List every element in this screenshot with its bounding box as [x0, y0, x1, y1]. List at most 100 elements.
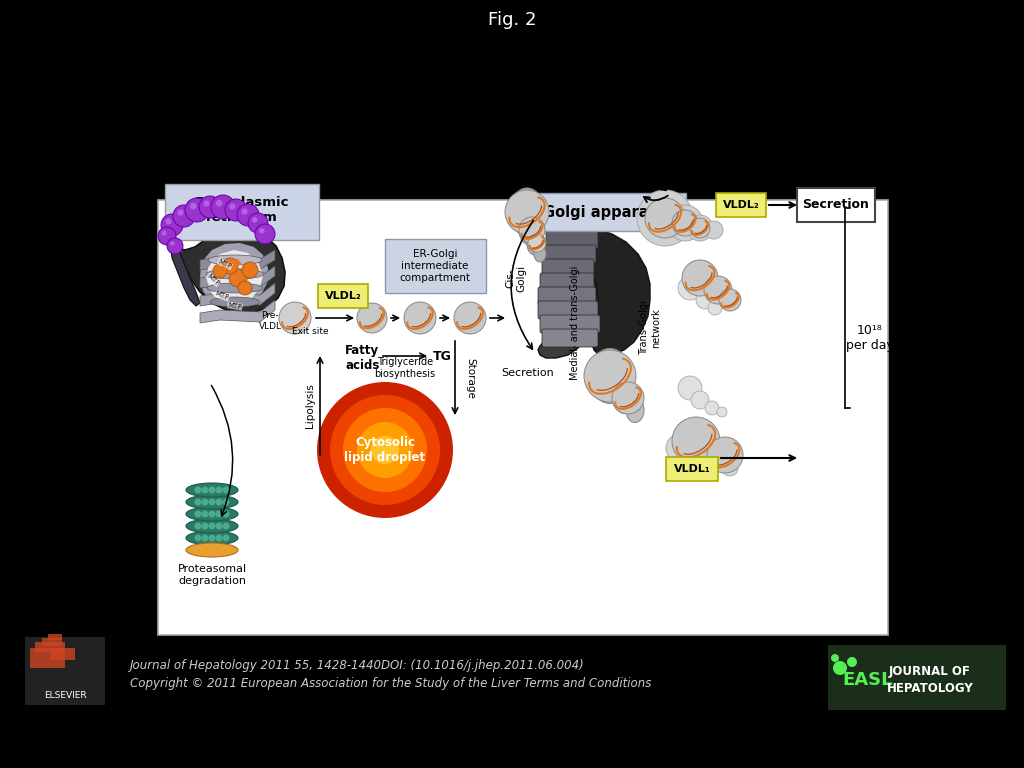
Text: Storage: Storage	[465, 358, 475, 399]
Text: Endoplasmic
reticulum: Endoplasmic reticulum	[195, 196, 289, 224]
Circle shape	[185, 198, 209, 222]
FancyBboxPatch shape	[716, 193, 766, 217]
Circle shape	[211, 195, 234, 219]
Ellipse shape	[510, 188, 545, 236]
Ellipse shape	[186, 519, 238, 533]
FancyBboxPatch shape	[532, 193, 686, 231]
Circle shape	[678, 376, 702, 400]
Circle shape	[666, 434, 694, 462]
Circle shape	[229, 204, 236, 210]
Text: Cytosolic
lipid droplet: Cytosolic lipid droplet	[344, 436, 426, 464]
Circle shape	[252, 217, 258, 223]
Text: Secretion: Secretion	[803, 198, 869, 211]
Circle shape	[357, 303, 387, 333]
Ellipse shape	[186, 543, 238, 557]
Circle shape	[166, 218, 172, 224]
Circle shape	[189, 203, 197, 210]
Bar	[828, 645, 1006, 710]
Ellipse shape	[534, 246, 546, 262]
Circle shape	[202, 522, 209, 529]
Polygon shape	[538, 224, 597, 358]
Circle shape	[195, 535, 202, 541]
Circle shape	[222, 486, 229, 494]
Polygon shape	[178, 231, 285, 313]
Circle shape	[162, 230, 167, 236]
Circle shape	[158, 227, 176, 245]
Text: Triglyceride
biosynthesis: Triglyceride biosynthesis	[375, 357, 435, 379]
Circle shape	[708, 301, 722, 315]
Ellipse shape	[186, 483, 238, 497]
FancyBboxPatch shape	[538, 287, 596, 305]
Text: Copyright © 2011 European Association for the Study of the Liver Terms and Condi: Copyright © 2011 European Association fo…	[130, 677, 651, 690]
Text: EASL: EASL	[843, 671, 893, 689]
Circle shape	[161, 214, 183, 236]
Circle shape	[705, 221, 723, 239]
Circle shape	[847, 657, 857, 667]
Text: Fatty
acids: Fatty acids	[345, 344, 379, 372]
Text: ER-Golgi
intermediate
compartment: ER-Golgi intermediate compartment	[399, 250, 470, 283]
Bar	[50, 648, 75, 660]
Text: Trans-Golgi
network: Trans-Golgi network	[639, 300, 660, 356]
Bar	[42, 638, 62, 646]
Circle shape	[209, 511, 215, 518]
Polygon shape	[200, 283, 275, 306]
Ellipse shape	[186, 495, 238, 509]
FancyBboxPatch shape	[666, 457, 718, 481]
FancyBboxPatch shape	[546, 231, 598, 249]
FancyBboxPatch shape	[385, 239, 486, 293]
Text: JOURNAL OF: JOURNAL OF	[889, 666, 971, 678]
Bar	[158, 200, 888, 635]
FancyBboxPatch shape	[542, 329, 598, 347]
Text: Cis-
Golgi: Cis- Golgi	[505, 264, 526, 292]
Polygon shape	[200, 250, 275, 270]
Circle shape	[222, 535, 229, 541]
Text: Pre-
VLDL: Pre- VLDL	[258, 311, 282, 331]
Text: Journal of Hepatology 2011 55, 1428-1440DOI: (10.1016/j.jhep.2011.06.004): Journal of Hepatology 2011 55, 1428-1440…	[130, 658, 585, 671]
Circle shape	[505, 190, 549, 234]
Text: VLDL₁: VLDL₁	[674, 464, 711, 474]
Circle shape	[167, 238, 183, 254]
Ellipse shape	[519, 215, 541, 245]
Text: VLDL₂: VLDL₂	[325, 291, 361, 301]
Circle shape	[173, 205, 195, 227]
Circle shape	[691, 391, 709, 409]
Bar	[48, 634, 62, 640]
Text: MTP: MTP	[217, 258, 232, 270]
Circle shape	[343, 408, 427, 492]
Circle shape	[209, 498, 215, 505]
Circle shape	[215, 498, 222, 505]
Text: Exit site: Exit site	[292, 327, 329, 336]
Circle shape	[202, 511, 209, 518]
Circle shape	[705, 401, 719, 415]
Circle shape	[222, 498, 229, 505]
Polygon shape	[207, 250, 263, 303]
Circle shape	[170, 241, 175, 246]
Circle shape	[700, 453, 720, 473]
Circle shape	[637, 190, 693, 246]
Circle shape	[690, 218, 710, 238]
Text: HEPATOLOGY: HEPATOLOGY	[887, 681, 974, 694]
Circle shape	[672, 210, 698, 236]
Circle shape	[229, 269, 247, 287]
Ellipse shape	[626, 398, 644, 422]
Polygon shape	[200, 243, 268, 306]
Polygon shape	[200, 266, 275, 288]
Text: MTP: MTP	[214, 291, 229, 301]
Circle shape	[672, 417, 720, 465]
FancyBboxPatch shape	[540, 315, 600, 333]
Polygon shape	[170, 230, 200, 306]
Ellipse shape	[186, 507, 238, 521]
Circle shape	[371, 436, 399, 464]
Text: 10¹⁸
per day: 10¹⁸ per day	[846, 324, 894, 352]
Circle shape	[259, 228, 264, 233]
Circle shape	[215, 535, 222, 541]
Circle shape	[833, 661, 847, 675]
Circle shape	[717, 407, 727, 417]
Circle shape	[279, 302, 311, 334]
Text: Lipolysis: Lipolysis	[305, 383, 315, 429]
FancyBboxPatch shape	[318, 284, 368, 308]
Circle shape	[195, 522, 202, 529]
FancyBboxPatch shape	[538, 301, 598, 319]
Circle shape	[204, 200, 210, 207]
Circle shape	[216, 200, 222, 207]
